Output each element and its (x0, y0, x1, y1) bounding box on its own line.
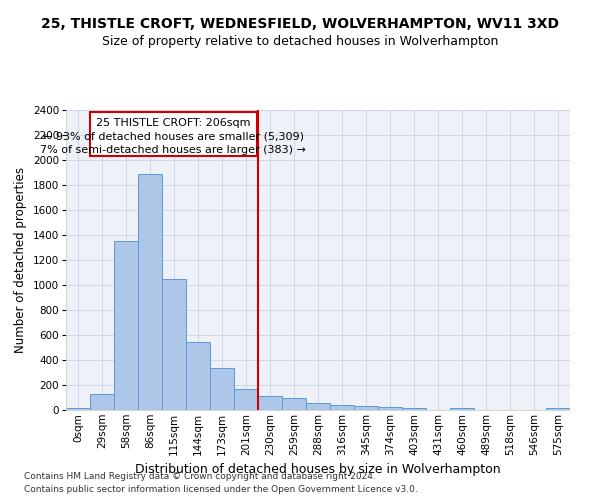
Bar (306, 402, 330, 410)
Text: 25, THISTLE CROFT, WEDNESFIELD, WOLVERHAMPTON, WV11 3XD: 25, THISTLE CROFT, WEDNESFIELD, WOLVERHA… (41, 18, 559, 32)
Text: 25 THISTLE CROFT: 206sqm: 25 THISTLE CROFT: 206sqm (96, 118, 251, 128)
Bar (258, 396, 282, 410)
Text: ← 93% of detached houses are smaller (5,309): ← 93% of detached houses are smaller (5,… (43, 131, 304, 141)
Bar (330, 405, 354, 410)
Bar (162, 280, 186, 410)
Bar (90, 112, 257, 156)
Bar (234, 390, 258, 410)
Bar (354, 406, 378, 410)
Bar (114, 242, 138, 410)
Bar (66, 408, 90, 410)
Text: 7% of semi-detached houses are larger (383) →: 7% of semi-detached houses are larger (3… (40, 145, 307, 155)
Text: Size of property relative to detached houses in Wolverhampton: Size of property relative to detached ho… (102, 35, 498, 48)
Bar (186, 342, 210, 410)
Bar (90, 394, 114, 410)
Bar (402, 408, 426, 410)
Bar (378, 406, 402, 410)
Bar (450, 408, 474, 410)
Bar (210, 368, 234, 410)
Bar (546, 408, 570, 410)
Bar (282, 398, 306, 410)
Bar (138, 174, 162, 410)
Y-axis label: Number of detached properties: Number of detached properties (14, 167, 27, 353)
X-axis label: Distribution of detached houses by size in Wolverhampton: Distribution of detached houses by size … (135, 463, 501, 476)
Text: Contains public sector information licensed under the Open Government Licence v3: Contains public sector information licen… (24, 485, 418, 494)
Text: Contains HM Land Registry data © Crown copyright and database right 2024.: Contains HM Land Registry data © Crown c… (24, 472, 376, 481)
